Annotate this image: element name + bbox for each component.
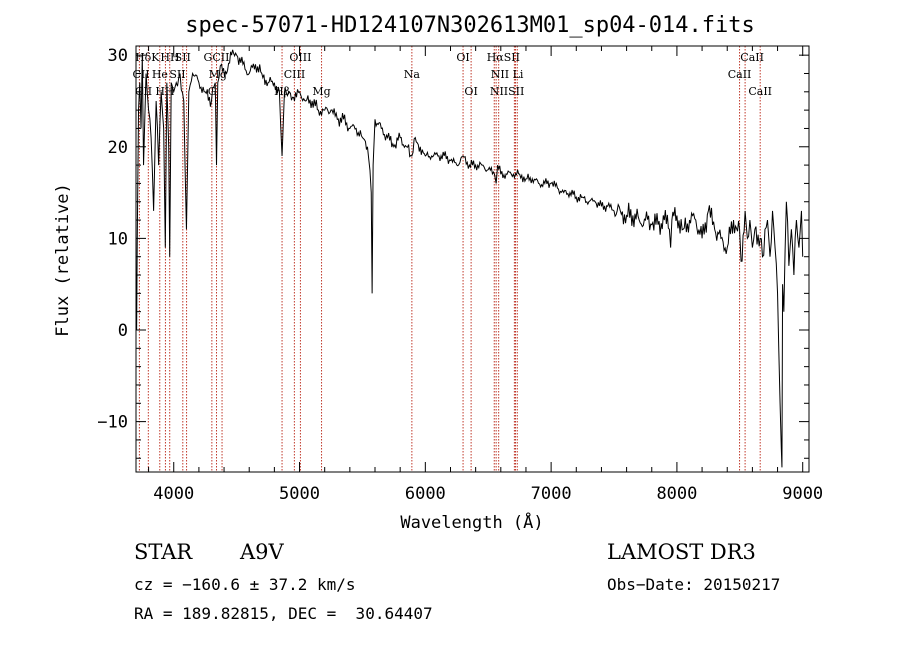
x-tick-label: 7000 <box>531 484 572 504</box>
spectral-subclass: A9V <box>240 540 284 564</box>
spectral-line-label: HδK <box>135 51 160 64</box>
x-tick-label: 8000 <box>656 484 697 504</box>
x-axis: 4000 5000 6000 7000 8000 9000 <box>148 46 823 504</box>
spectral-line-label: He <box>152 68 168 81</box>
spectral-line-label: OIII <box>289 51 311 64</box>
x-tick-label: 9000 <box>782 484 823 504</box>
x-tick-label: 4000 <box>153 484 194 504</box>
spectral-line-label: HH <box>155 85 174 98</box>
spectral-line-label: CIII <box>284 68 305 81</box>
spectrum-line <box>135 49 804 468</box>
y-axis-label: Flux (relative) <box>53 183 73 337</box>
plot-frame <box>135 45 810 473</box>
spectral-line-label: CaII <box>740 51 764 64</box>
survey-name: LAMOST DR3 <box>607 540 756 564</box>
spectral-line-label: HH <box>160 51 179 64</box>
spectral-line-label: NII Li <box>491 68 524 81</box>
redshift-readout: cz = −160.6 ± 37.2 km/s <box>134 575 356 594</box>
spectral-line-label: CII <box>132 68 149 81</box>
spectrum-series <box>135 49 804 468</box>
y-tick-label: 30 <box>108 46 128 66</box>
spectral-line-label: Na <box>404 68 421 81</box>
spectral-line-label: HαSII <box>487 51 520 64</box>
coordinates: RA = 189.82815, DEC = 30.64407 <box>134 604 433 623</box>
spectral-line-label: CaII <box>728 68 752 81</box>
x-axis-label: Wavelength (Å) <box>400 511 543 533</box>
y-tick-label: 10 <box>108 229 128 249</box>
y-tick-label: −10 <box>97 413 128 433</box>
spectral-line-label: SII <box>169 68 185 81</box>
spectral-line-label: CaII <box>748 85 772 98</box>
spectral-line-label: SII <box>175 51 191 64</box>
object-type: STAR <box>134 540 193 564</box>
observation-date: Obs−Date: 20150217 <box>607 575 781 594</box>
spectral-line-label: NIISII <box>490 85 525 98</box>
x-tick-label: 6000 <box>405 484 446 504</box>
spectral-line-label: OI <box>456 51 469 64</box>
y-tick-label: 0 <box>118 321 128 341</box>
spectral-line-label: Mg <box>312 85 330 98</box>
y-axis: −10 0 10 20 30 <box>97 46 809 459</box>
x-tick-label: 5000 <box>279 484 320 504</box>
chart-title: spec-57071-HD124107N302613M01_sp04-014.f… <box>185 13 755 38</box>
spectral-line-label: GCII <box>204 51 230 64</box>
spectral-line-label: OI <box>464 85 477 98</box>
y-tick-label: 20 <box>108 138 128 158</box>
spectral-line-markers <box>138 46 761 472</box>
